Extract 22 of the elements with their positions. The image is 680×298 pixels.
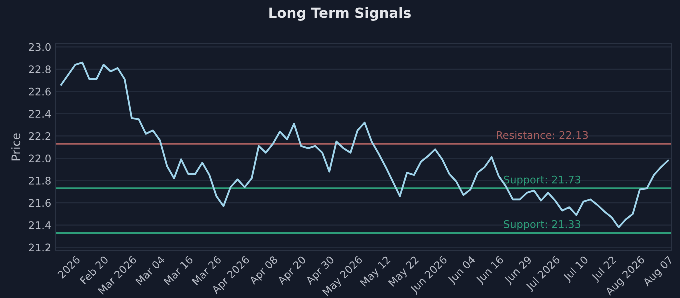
y-tick-label: 23.0 [29, 43, 51, 52]
ref-line-label: Support: 21.33 [504, 220, 581, 230]
ref-line-label: Support: 21.73 [504, 176, 581, 186]
x-tick-label: Apr 20 [277, 256, 308, 287]
x-tick-label: Apr 08 [248, 256, 280, 287]
y-tick-label: 22.4 [29, 110, 52, 118]
y-tick-label: 22.0 [29, 154, 51, 163]
y-tick-label: 21.4 [29, 222, 52, 230]
y-tick-label: 22.6 [29, 88, 51, 96]
y-tick-label: 21.8 [29, 176, 51, 185]
chart-title: Long Term Signals [270, 7, 411, 21]
line-series [60, 62, 670, 228]
x-tick-label: Jun 04 [447, 256, 478, 286]
y-tick-label: 21.2 [29, 244, 51, 252]
ref-line-label: Resistance: 22.13 [497, 131, 588, 140]
x-tick-label: Jul 10 [562, 256, 590, 284]
y-tick-label: 22.8 [29, 66, 51, 74]
y-axis-title: Price [11, 134, 21, 161]
y-tick-label: 22.2 [29, 132, 51, 140]
x-tick-label: Mar 04 [135, 256, 166, 286]
y-tick-label: 21.6 [29, 199, 51, 208]
x-tick-label: Jun 16 [475, 256, 506, 286]
